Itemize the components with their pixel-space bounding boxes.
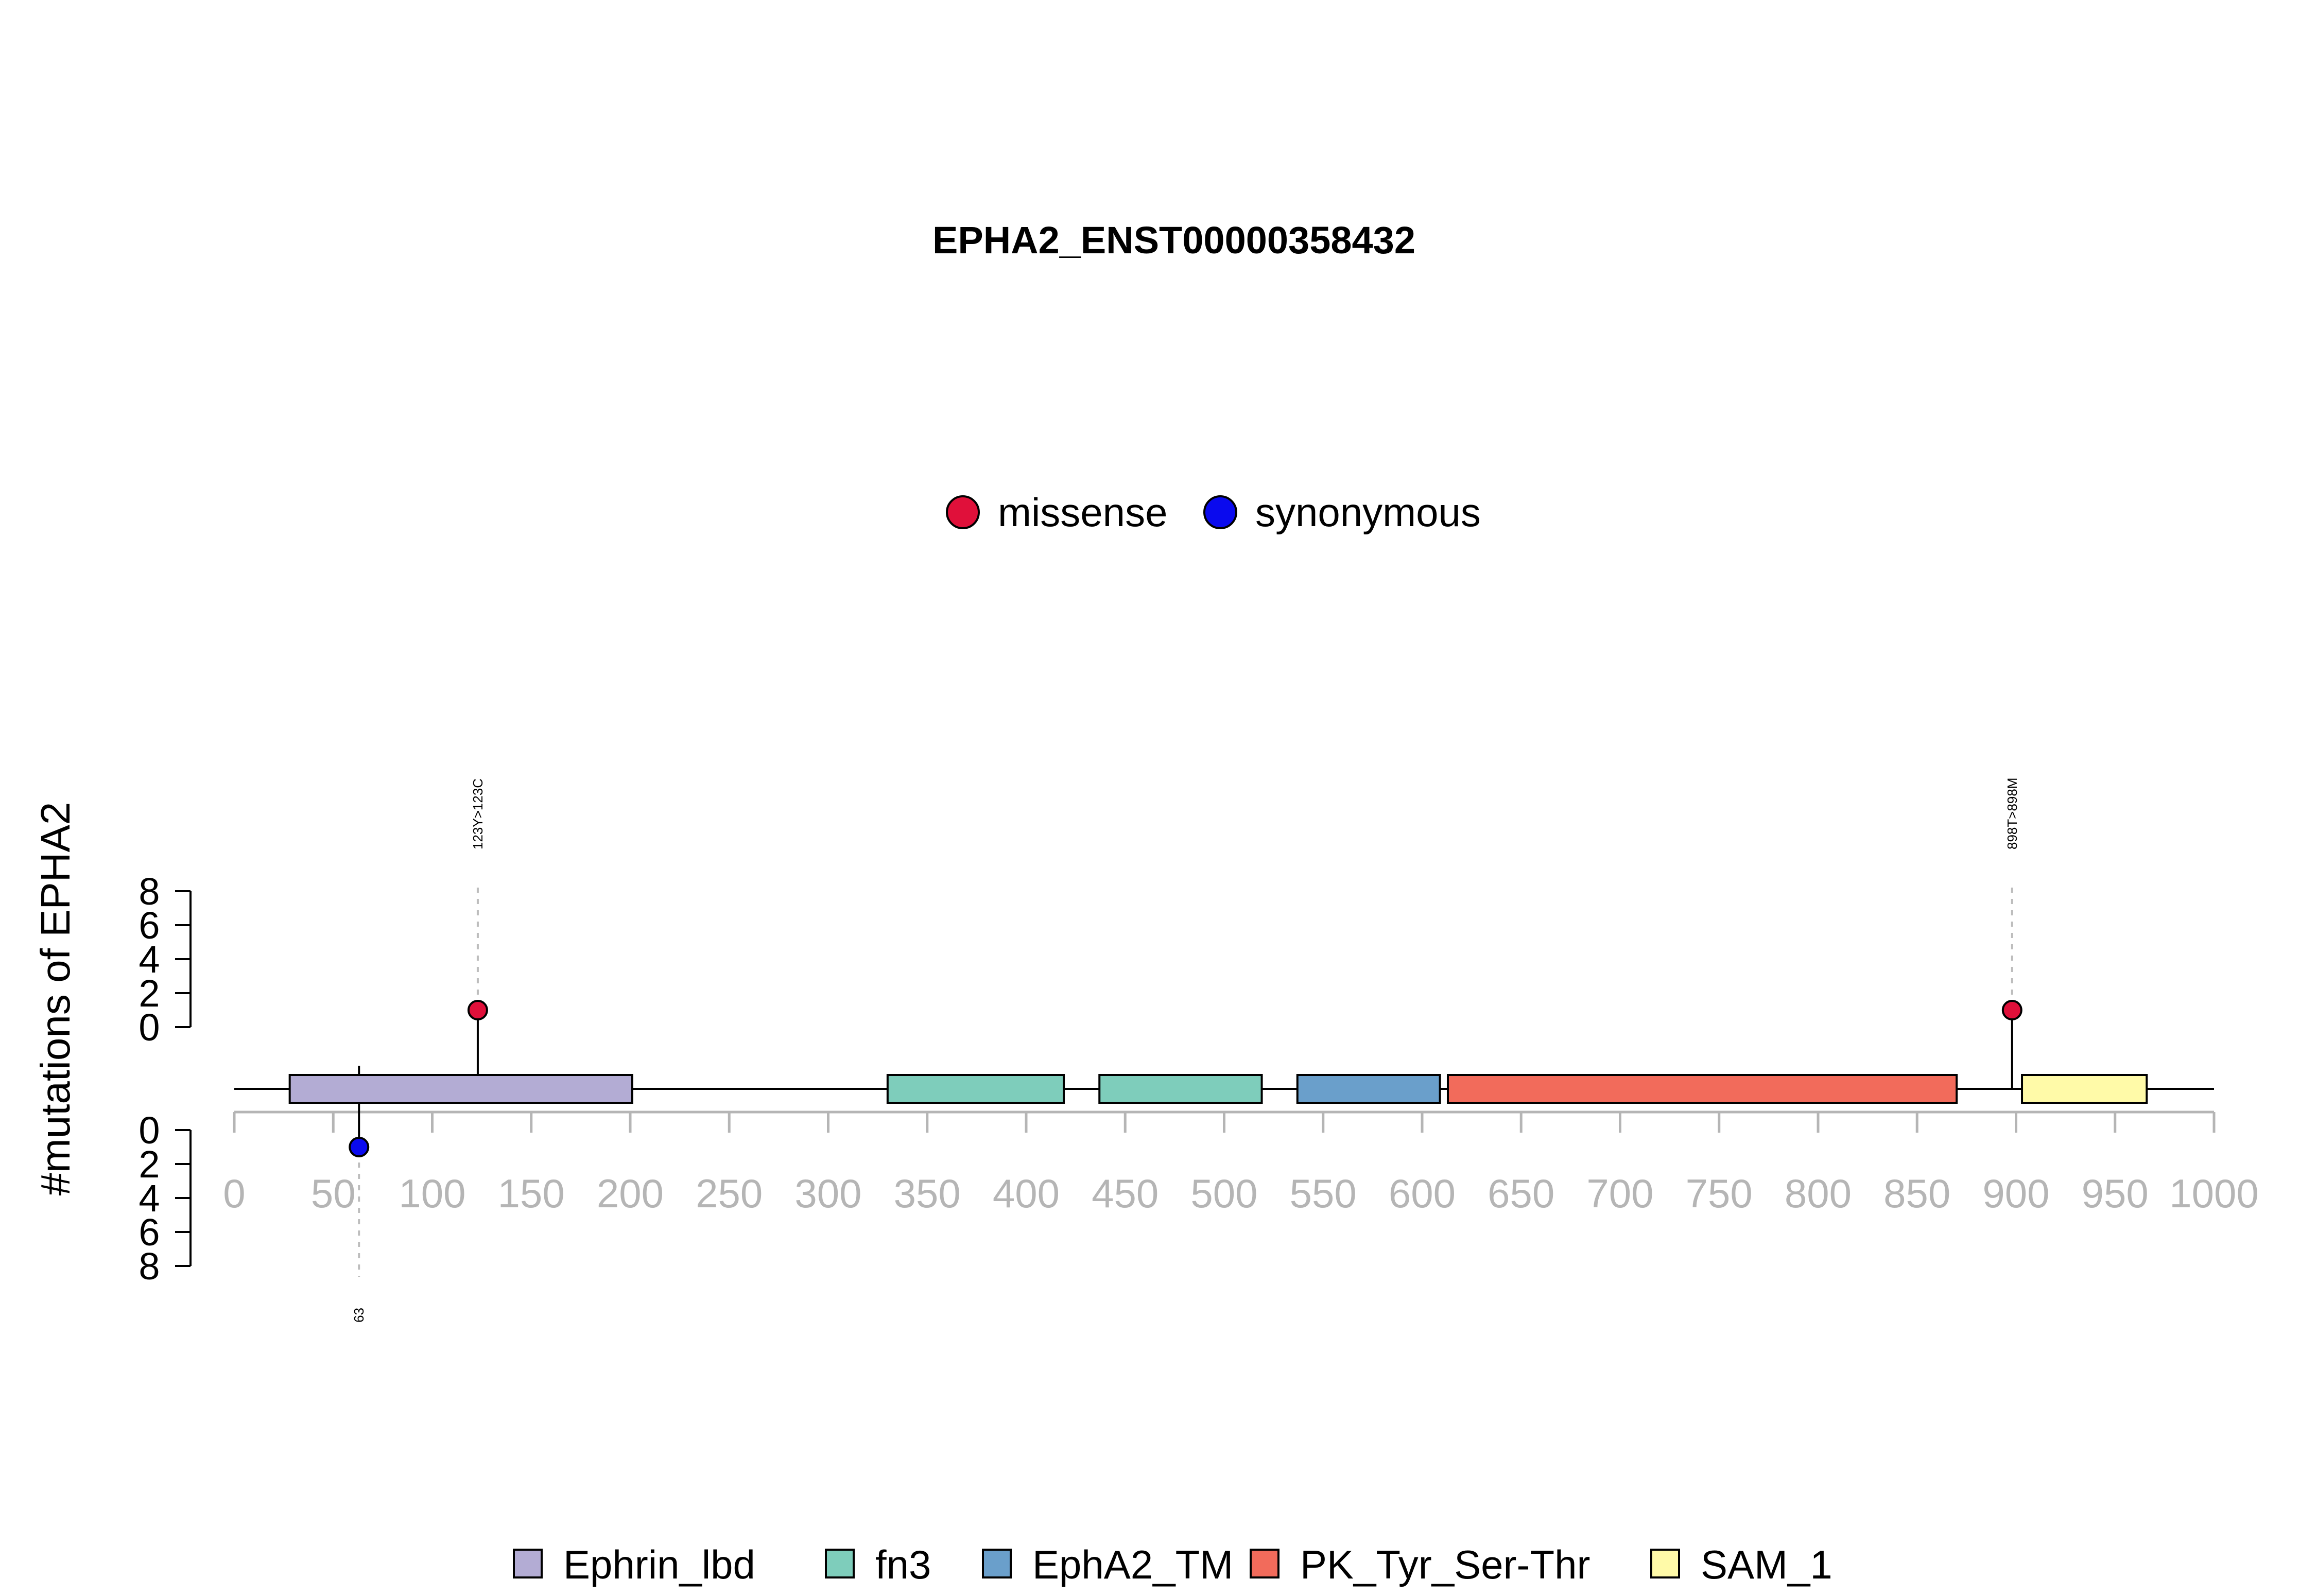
x-tick-label-950: 950 bbox=[2082, 1171, 2149, 1216]
x-tick-label-100: 100 bbox=[399, 1171, 465, 1216]
legend-sam_1-swatch bbox=[1650, 1549, 1680, 1578]
x-tick-label-150: 150 bbox=[498, 1171, 565, 1216]
legend-pk_tyr_ser-thr-swatch bbox=[1250, 1549, 1279, 1578]
y-axis-label: #mutations of EPHA2 bbox=[32, 802, 78, 1196]
x-tick-label-900: 900 bbox=[1982, 1171, 2049, 1216]
legend-missense-label: missense bbox=[998, 490, 1167, 535]
legend-ephrin_lbd-swatch bbox=[513, 1549, 543, 1578]
y-bottom-tick-label-0: 0 bbox=[139, 1109, 160, 1152]
y-top-tick-label-0: 0 bbox=[139, 1006, 160, 1049]
x-tick-label-400: 400 bbox=[993, 1171, 1060, 1216]
legend-fn3-swatch bbox=[825, 1549, 855, 1578]
y-bottom-tick-label-4: 4 bbox=[139, 1177, 160, 1220]
domain-legend: Ephrin_lbd fn3 EphA2_TM PK_Tyr_Ser-Thr SAM_1 bbox=[513, 1542, 1832, 1587]
x-tick-label-850: 850 bbox=[1883, 1171, 1950, 1216]
y-top-tick-label-2: 2 bbox=[139, 972, 160, 1015]
domain-epha2_tm-3 bbox=[1296, 1074, 1441, 1104]
x-tick-label-50: 50 bbox=[311, 1171, 356, 1216]
x-tick-label-250: 250 bbox=[696, 1171, 763, 1216]
y-top-tick-label-4: 4 bbox=[139, 938, 160, 981]
legend-synonymous-marker bbox=[1203, 495, 1237, 529]
x-tick-label-450: 450 bbox=[1092, 1171, 1158, 1216]
domain-fn3-1 bbox=[886, 1074, 1065, 1104]
y-top-tick-label-6: 6 bbox=[139, 904, 160, 947]
legend-epha2_tm-label: EphA2_TM bbox=[1032, 1542, 1233, 1587]
x-tick-label-500: 500 bbox=[1190, 1171, 1257, 1216]
legend-synonymous-label: synonymous bbox=[1255, 490, 1481, 535]
mutation-898-label: 898T>898M bbox=[2004, 778, 2020, 849]
legend-sam_1-label: SAM_1 bbox=[1701, 1542, 1832, 1587]
x-tick-label-0: 0 bbox=[223, 1171, 245, 1216]
legend-fn3-label: fn3 bbox=[875, 1542, 931, 1587]
legend-pk_tyr_ser-thr-label: PK_Tyr_Ser-Thr bbox=[1300, 1542, 1590, 1587]
x-axis: 0 50 100 150 200 250 300 350 400 450 500 550 600 650 7… bbox=[223, 1111, 2259, 1216]
chart-title: EPHA2_ENST00000358432 bbox=[932, 219, 1415, 262]
legend-missense-marker bbox=[946, 495, 980, 529]
x-tick-label-600: 600 bbox=[1389, 1171, 1456, 1216]
legend-ephrin_lbd-label: Ephrin_lbd bbox=[563, 1542, 755, 1587]
x-tick-label-300: 300 bbox=[794, 1171, 861, 1216]
domains bbox=[288, 1074, 2148, 1104]
y-top-tick-label-8: 8 bbox=[139, 870, 160, 913]
domain-ephrin_lbd-0 bbox=[288, 1074, 633, 1104]
x-tick-label-700: 700 bbox=[1586, 1171, 1653, 1216]
mutation-legend: missense synonymous bbox=[946, 490, 1481, 535]
y-bottom-tick-label-6: 6 bbox=[139, 1211, 160, 1254]
mutation-898-point bbox=[2001, 1000, 2022, 1020]
domain-sam_1-5 bbox=[2021, 1074, 2148, 1104]
x-tick-label-550: 550 bbox=[1290, 1171, 1357, 1216]
domain-pk_tyr_ser-thr-4 bbox=[1446, 1074, 1958, 1104]
y-bottom-tick-label-8: 8 bbox=[139, 1245, 160, 1288]
x-tick-label-350: 350 bbox=[894, 1171, 961, 1216]
mutation-63-point bbox=[349, 1137, 370, 1157]
x-tick-label-750: 750 bbox=[1686, 1171, 1753, 1216]
mutation-63-label: 63 bbox=[351, 1308, 367, 1323]
mutation-123-point bbox=[467, 1000, 488, 1020]
x-tick-label-200: 200 bbox=[597, 1171, 664, 1216]
legend-epha2_tm-swatch bbox=[982, 1549, 1012, 1578]
mutation-123-label: 123Y>123C bbox=[470, 778, 486, 849]
y-bottom-tick-label-2: 2 bbox=[139, 1143, 160, 1186]
x-tick-label-800: 800 bbox=[1785, 1171, 1852, 1216]
domain-fn3-2 bbox=[1098, 1074, 1263, 1104]
x-tick-label-650: 650 bbox=[1488, 1171, 1554, 1216]
mutations: 123Y>123C 898T>898M 63 bbox=[349, 778, 2022, 1323]
x-tick-label-1000: 1000 bbox=[2169, 1171, 2259, 1216]
